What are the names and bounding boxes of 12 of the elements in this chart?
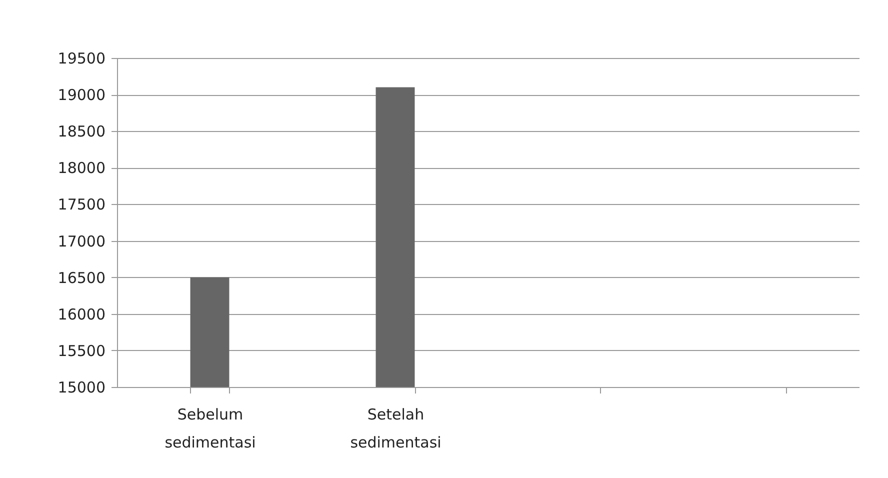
x-tick-label: Sebelum sedimentasi bbox=[164, 406, 256, 452]
y-tick-label: 15000 bbox=[58, 378, 106, 396]
y-tick-label: 19500 bbox=[58, 50, 106, 68]
y-tick-label: 17000 bbox=[58, 232, 106, 250]
y-tick-label: 15500 bbox=[58, 342, 106, 360]
y-tick-label: 18000 bbox=[58, 159, 106, 178]
y-tick-label: 18500 bbox=[58, 122, 106, 141]
y-tick-label: 19000 bbox=[58, 86, 106, 104]
x-tick-label: Setelah sedimentasi bbox=[350, 406, 442, 452]
y-tick-label: 16000 bbox=[58, 305, 106, 324]
y-tick-label: 17500 bbox=[58, 196, 106, 214]
y-tick-label: 16500 bbox=[58, 268, 106, 287]
